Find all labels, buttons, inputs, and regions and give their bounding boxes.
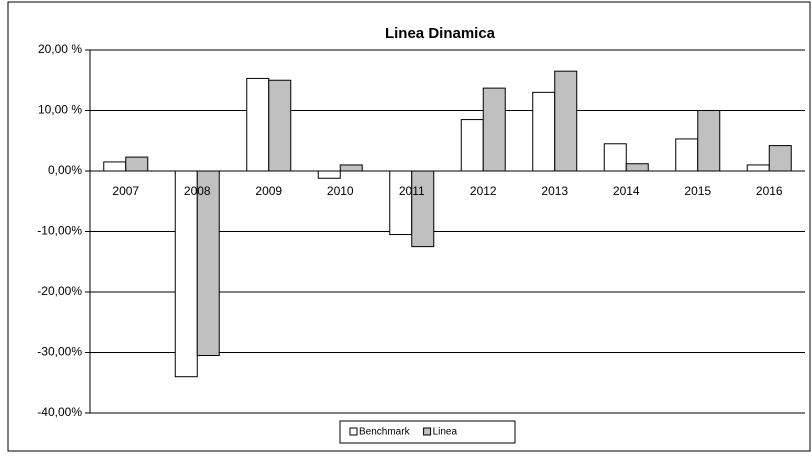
x-tick-label: 2013 [541, 184, 568, 198]
bar [339, 164, 363, 172]
x-tick-label: 2014 [613, 184, 640, 198]
bar [460, 119, 484, 172]
bar [246, 77, 270, 172]
bar [125, 156, 149, 172]
bar [411, 170, 435, 248]
x-tick-label: 2015 [684, 184, 711, 198]
x-tick-label: 2016 [756, 184, 783, 198]
chart-title: Linea Dinamica [385, 25, 496, 42]
bar [554, 70, 578, 172]
x-tick-label: 2010 [327, 184, 354, 198]
y-tick-label: 10,00 % [38, 103, 82, 117]
legend-swatch [349, 427, 358, 436]
x-tick-label: 2007 [112, 184, 139, 198]
y-tick-label: 20,00 % [38, 42, 82, 56]
bar [268, 79, 292, 172]
x-tick-label: 2011 [399, 184, 425, 198]
bar [675, 138, 699, 172]
bar [389, 170, 413, 236]
bar [532, 91, 556, 172]
y-tick-label: 0,00% [48, 163, 82, 177]
bar [317, 170, 341, 179]
x-tick-label: 2008 [184, 184, 211, 198]
bar [482, 87, 506, 172]
bar [103, 161, 127, 172]
y-tick-label: -30,00% [37, 345, 82, 359]
legend-label: Benchmark [359, 427, 411, 438]
y-tick-label: -20,00% [37, 284, 82, 298]
x-tick-label: 2012 [470, 184, 497, 198]
legend-swatch [423, 427, 432, 436]
bar [174, 170, 198, 378]
bar [746, 164, 770, 172]
y-tick-label: -10,00% [37, 224, 82, 238]
x-tick-label: 2009 [255, 184, 282, 198]
bar [697, 110, 721, 172]
bar [768, 145, 792, 172]
bar [625, 163, 649, 172]
bar [603, 143, 627, 172]
bar [196, 170, 220, 357]
y-tick-label: -40,00% [37, 405, 82, 419]
legend-label: Linea [433, 427, 458, 438]
